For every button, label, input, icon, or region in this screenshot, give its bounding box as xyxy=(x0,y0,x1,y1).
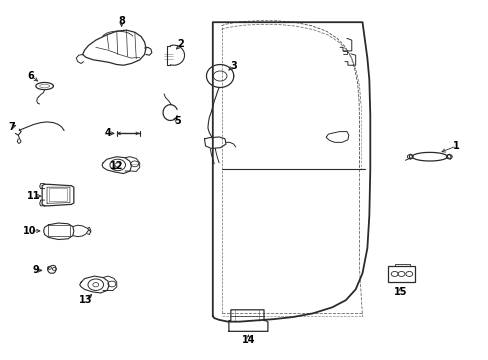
Text: 4: 4 xyxy=(104,129,111,138)
Text: 12: 12 xyxy=(110,161,123,171)
Text: 11: 11 xyxy=(27,191,41,201)
Text: 6: 6 xyxy=(27,71,34,81)
Text: 3: 3 xyxy=(230,61,237,71)
Text: 2: 2 xyxy=(177,40,184,49)
Text: 7: 7 xyxy=(8,122,15,132)
Text: 8: 8 xyxy=(118,17,125,27)
Text: 15: 15 xyxy=(393,287,407,297)
Text: 1: 1 xyxy=(452,141,459,151)
Text: 13: 13 xyxy=(79,295,93,305)
Text: 9: 9 xyxy=(32,265,39,275)
Text: 5: 5 xyxy=(173,116,180,126)
Text: 14: 14 xyxy=(241,334,255,345)
Text: 10: 10 xyxy=(23,226,37,236)
